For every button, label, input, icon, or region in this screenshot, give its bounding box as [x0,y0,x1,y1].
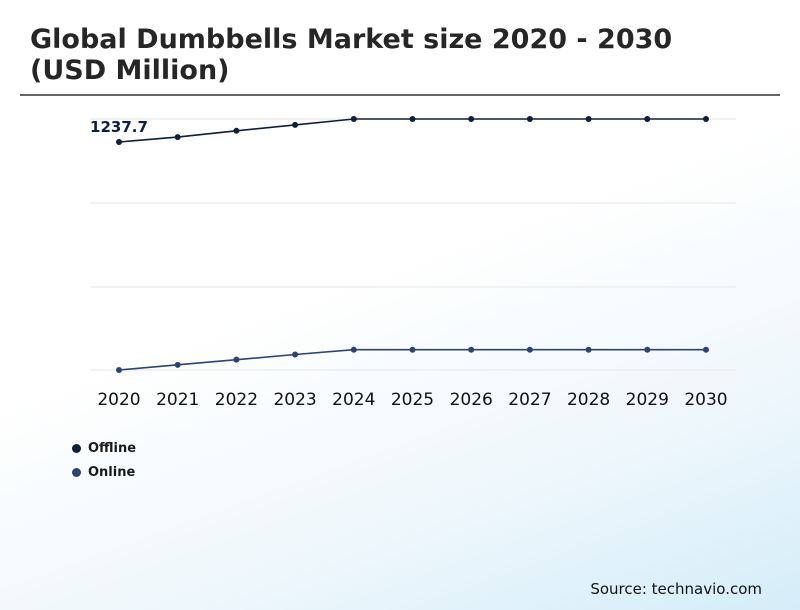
line-chart: 1237.7 2020 2021 2022 2023 2024 2025 2026 2027 2… [90,116,736,410]
title-divider [20,94,780,96]
legend-item-online[interactable]: Online [72,460,136,484]
data-point-online-2021 [174,361,181,368]
data-labels: 1237.7 [90,118,148,136]
data-point-offline-2024 [350,116,357,122]
legend: Offline Online [72,436,136,484]
data-label-offline-2020: 1237.7 [90,118,148,136]
data-point-offline-2023 [292,121,299,128]
series-line-online [118,348,706,371]
data-point-online-2030 [703,346,709,353]
data-point-offline-2021 [174,134,181,141]
data-point-offline-2025 [409,116,416,122]
data-point-online-2027 [526,346,533,353]
data-point-offline-2027 [526,116,533,122]
data-point-online-2024 [350,346,357,353]
x-tick-label-2029: 2029 [626,390,669,410]
data-point-offline-2022 [233,127,240,134]
data-point-online-2028 [585,346,592,353]
x-tick-label-2021: 2021 [156,390,199,410]
series-line-offline [118,118,706,143]
data-point-online-2025 [409,346,416,353]
x-tick-label-2028: 2028 [567,390,610,410]
data-point-online-2020 [116,367,122,373]
x-tick-label-2027: 2027 [508,390,551,410]
legend-marker-online [72,467,81,477]
data-point-offline-2030 [703,116,709,122]
x-tick-label-2030: 2030 [684,390,727,410]
data-point-online-2026 [468,346,475,353]
series-layer [116,116,709,373]
x-tick-label-2023: 2023 [273,390,316,410]
source-credit: Source: technavio.com [590,580,762,598]
x-tick-label-2020: 2020 [97,390,140,410]
x-axis-tick-labels: 2020 2021 2022 2023 2024 2025 2026 2027 2028 2029… [97,390,727,410]
x-tick-label-2026: 2026 [450,390,493,410]
grid-lines [90,118,736,371]
x-tick-label-2022: 2022 [215,390,258,410]
data-point-online-2023 [292,351,299,358]
legend-label-offline: Offline [88,440,137,456]
legend-label-online: Online [88,464,136,480]
data-point-online-2022 [233,356,240,363]
legend-marker-offline [72,443,81,453]
data-point-offline-2029 [644,116,651,122]
data-point-offline-2020 [116,138,122,145]
data-point-offline-2028 [585,116,592,122]
data-point-offline-2026 [468,116,475,122]
x-tick-label-2024: 2024 [332,390,375,410]
x-tick-label-2025: 2025 [391,390,434,410]
legend-item-offline[interactable]: Offline [72,436,136,460]
chart-title: Global Dumbbells Market size 2020 - 2030… [30,24,673,86]
data-point-online-2029 [644,346,651,353]
